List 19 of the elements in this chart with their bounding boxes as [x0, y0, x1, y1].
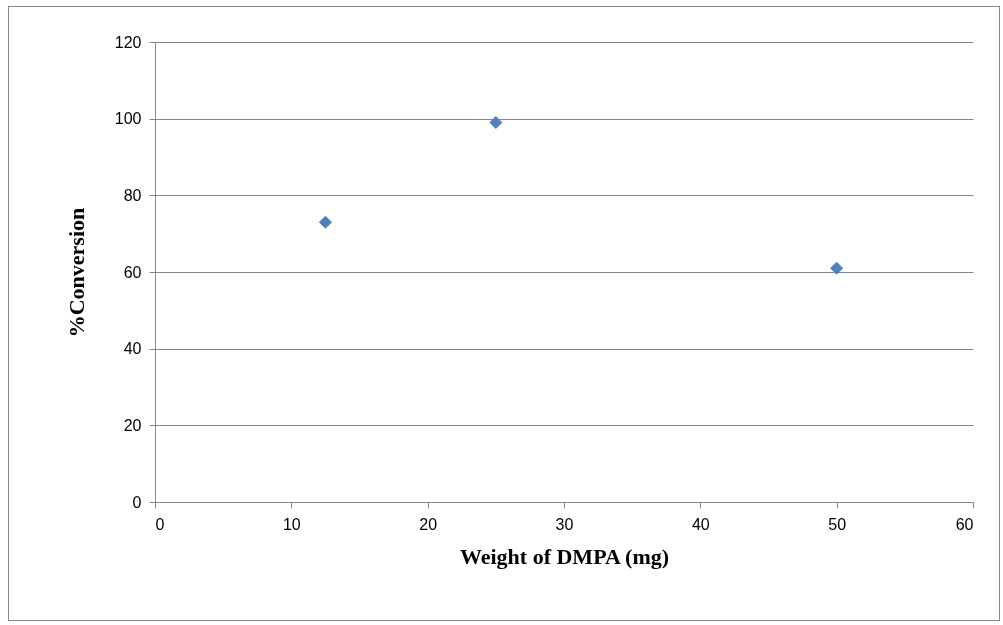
y-tick-label: 0: [132, 493, 142, 511]
x-axis-title: Weight of DMPA (mg): [459, 543, 670, 569]
x-tick-label: 10: [282, 515, 301, 533]
point: [489, 115, 503, 130]
x-tick-label: 40: [691, 515, 710, 533]
x-tick-label: 50: [828, 515, 847, 533]
x-tick-label: 60: [955, 515, 974, 533]
y-tick-label: 20: [123, 416, 142, 434]
y-tick-label: 60: [123, 263, 142, 281]
y-tick-label: 120: [114, 33, 142, 51]
x-tick-label: 30: [555, 515, 574, 533]
y-axis-title: %Conversion: [63, 207, 89, 338]
y-tick-label: 80: [123, 186, 142, 204]
y-tick-label: 100: [114, 110, 142, 128]
point: [318, 215, 332, 229]
point: [830, 261, 844, 275]
x-tick-label: 0: [155, 515, 165, 533]
x-tick-label: 20: [419, 515, 438, 533]
y-tick-label: 40: [123, 340, 142, 358]
